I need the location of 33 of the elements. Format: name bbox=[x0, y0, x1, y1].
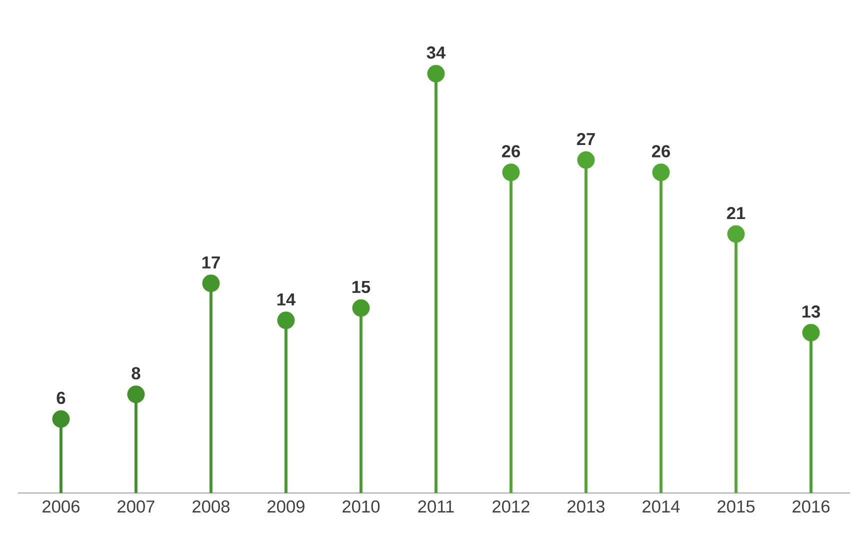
x-tick-label: 2016 bbox=[792, 500, 830, 513]
point bbox=[802, 324, 820, 342]
x-tick-label: 2010 bbox=[342, 500, 380, 513]
x-tick-label: 2014 bbox=[642, 500, 680, 513]
x-tick-label: 2012 bbox=[492, 500, 530, 513]
x-tick-label: 2015 bbox=[718, 500, 755, 513]
data-label: 27 bbox=[576, 132, 595, 146]
point bbox=[202, 274, 220, 292]
point bbox=[352, 299, 370, 317]
data-label: 6 bbox=[56, 392, 66, 404]
data-label: 21 bbox=[726, 206, 746, 220]
data-label: 15 bbox=[352, 280, 370, 294]
data-label: 34 bbox=[426, 46, 446, 59]
x-tick-label: 2011 bbox=[418, 500, 454, 513]
data-label: 13 bbox=[802, 305, 820, 318]
point bbox=[502, 164, 520, 182]
data-label: 26 bbox=[502, 145, 520, 158]
x-tick-label: 2008 bbox=[192, 500, 230, 513]
point bbox=[727, 225, 745, 243]
x-tick-label: 2006 bbox=[42, 500, 80, 513]
x-tick-label: 2007 bbox=[118, 500, 154, 513]
point bbox=[277, 312, 295, 330]
point bbox=[427, 64, 445, 82]
point bbox=[652, 164, 670, 182]
point bbox=[127, 386, 145, 404]
x-tick-label: 2013 bbox=[568, 500, 605, 513]
point bbox=[577, 151, 595, 169]
data-label: 14 bbox=[277, 293, 296, 306]
data-label: 17 bbox=[202, 256, 220, 268]
data-label: 26 bbox=[652, 145, 670, 158]
x-tick-label: 2009 bbox=[268, 500, 304, 513]
data-label: 8 bbox=[132, 367, 140, 380]
point bbox=[52, 410, 70, 428]
